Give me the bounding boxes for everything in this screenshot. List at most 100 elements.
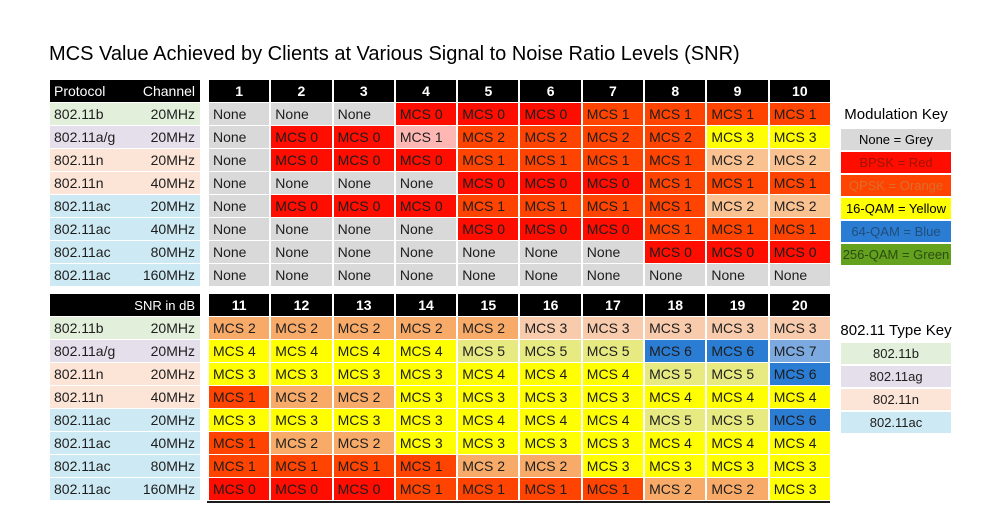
mcs-cell: MCS 3 <box>582 432 644 454</box>
column-gap <box>202 80 207 102</box>
channel-label: 20MHz <box>150 366 195 382</box>
mcs-cell: MCS 3 <box>458 386 519 408</box>
mcs-cell: MCS 3 <box>395 363 457 385</box>
snr-column-header: 17 <box>582 294 644 316</box>
mcs-cell: MCS 2 <box>209 317 270 339</box>
mcs-cell: MCS 4 <box>645 432 706 454</box>
mcs-cell: MCS 1 <box>520 195 581 217</box>
mcs-cell: MCS 5 <box>707 409 768 431</box>
row-label: 802.11b 20MHz <box>50 103 200 125</box>
channel-label: 160MHz <box>142 481 195 497</box>
mcs-cell: MCS 2 <box>333 432 394 454</box>
mcs-cell: MCS 3 <box>707 126 768 148</box>
mcs-cell: MCS 1 <box>458 478 519 500</box>
mcs-cell: MCS 0 <box>395 103 457 125</box>
mcs-cell: None <box>395 218 457 240</box>
mcs-cell: MCS 4 <box>209 340 270 362</box>
mcs-cell: MCS 2 <box>458 455 519 477</box>
type-key-entry: 802.11n <box>841 389 951 410</box>
mcs-cell: MCS 2 <box>458 317 519 339</box>
mcs-cell: None <box>458 241 519 263</box>
mcs-cell: None <box>271 103 332 125</box>
row-label: 802.11ac 20MHz <box>50 409 200 431</box>
mcs-cell: MCS 4 <box>582 409 644 431</box>
column-gap <box>202 432 207 454</box>
snr-column-header: 3 <box>333 80 394 102</box>
mcs-cell: MCS 4 <box>271 340 332 362</box>
snr-column-header: 6 <box>520 80 581 102</box>
mcs-cell: MCS 2 <box>395 317 457 339</box>
mcs-cell: MCS 1 <box>271 455 332 477</box>
mcs-cell: MCS 3 <box>333 409 394 431</box>
mcs-cell: None <box>707 264 768 286</box>
snr-column-header: 1 <box>209 80 270 102</box>
row-label: 802.11ac 80MHz <box>50 241 200 263</box>
mcs-cell: MCS 0 <box>520 172 581 194</box>
modulation-key-entry: 64-QAM = Blue <box>841 221 951 242</box>
mcs-cell: MCS 1 <box>520 149 581 171</box>
channel-label: 20MHz <box>150 152 195 168</box>
mcs-cell: MCS 0 <box>271 478 332 500</box>
mcs-cell: MCS 2 <box>707 149 768 171</box>
mcs-cell: None <box>271 172 332 194</box>
mcs-cell: MCS 1 <box>645 149 706 171</box>
mcs-cell: MCS 0 <box>333 149 394 171</box>
snr-column-header: 10 <box>769 80 830 102</box>
row-label: 802.11n 40MHz <box>50 172 200 194</box>
column-gap <box>202 172 207 194</box>
mcs-cell: MCS 2 <box>645 126 706 148</box>
mcs-cell: None <box>333 264 394 286</box>
mcs-cell: None <box>271 264 332 286</box>
type-key-entry: 802.11ac <box>841 412 951 433</box>
mcs-cell: MCS 4 <box>645 386 706 408</box>
mcs-cell: MCS 5 <box>645 409 706 431</box>
type-key-entry: 802.11b <box>841 343 951 364</box>
channel-label: 20MHz <box>150 129 195 145</box>
mcs-cell: None <box>209 126 270 148</box>
mcs-cell: MCS 3 <box>769 126 830 148</box>
mcs-cell: None <box>209 149 270 171</box>
mcs-cell: MCS 1 <box>582 149 644 171</box>
mcs-cell: MCS 0 <box>333 126 394 148</box>
mcs-cell: None <box>209 172 270 194</box>
mcs-cell: MCS 3 <box>582 386 644 408</box>
mcs-cell: MCS 1 <box>769 103 830 125</box>
mcs-cell: MCS 1 <box>395 455 457 477</box>
row-label: 802.11ac 80MHz <box>50 455 200 477</box>
mcs-cell: None <box>395 264 457 286</box>
protocol-label: 802.11ac <box>54 267 111 283</box>
mcs-cell: MCS 4 <box>458 409 519 431</box>
mcs-cell: MCS 3 <box>395 409 457 431</box>
mcs-cell: MCS 2 <box>582 126 644 148</box>
mcs-cell: MCS 0 <box>458 218 519 240</box>
row-label: 802.11n 40MHz <box>50 386 200 408</box>
mcs-cell: MCS 1 <box>645 172 706 194</box>
mcs-cell: MCS 3 <box>707 317 768 339</box>
mcs-cell: None <box>333 218 394 240</box>
protocol-column-header: Protocol <box>54 83 106 99</box>
column-gap <box>202 478 207 500</box>
mcs-cell: MCS 0 <box>271 149 332 171</box>
protocol-label: 802.11ac <box>54 458 111 474</box>
mcs-cell: MCS 3 <box>458 432 519 454</box>
mcs-cell: MCS 0 <box>458 172 519 194</box>
column-gap <box>202 294 207 316</box>
mcs-cell: MCS 0 <box>209 478 270 500</box>
protocol-label: 802.11b <box>54 320 104 336</box>
snr-table-1-10: Protocol Channel 1 2 3 4 5 6 7 8 9 10 802.11b 20MHz No… <box>50 80 830 286</box>
mcs-cell: MCS 3 <box>395 386 457 408</box>
mcs-cell: MCS 3 <box>209 363 270 385</box>
mcs-cell: MCS 2 <box>520 126 581 148</box>
mcs-cell: None <box>271 241 332 263</box>
mcs-cell: MCS 2 <box>520 455 581 477</box>
type-key-title: 802.11 Type Key <box>840 322 952 339</box>
mcs-cell: MCS 1 <box>582 103 644 125</box>
snr-column-header: 15 <box>458 294 519 316</box>
snr-table-11-20: SNR in dB 11 12 13 14 15 16 17 18 19 20 802.11b 20MH… <box>50 294 830 500</box>
mcs-cell: None <box>395 172 457 194</box>
mcs-cell: None <box>209 241 270 263</box>
column-gap <box>202 317 207 339</box>
mcs-cell: MCS 1 <box>395 478 457 500</box>
mcs-cell: MCS 5 <box>645 363 706 385</box>
